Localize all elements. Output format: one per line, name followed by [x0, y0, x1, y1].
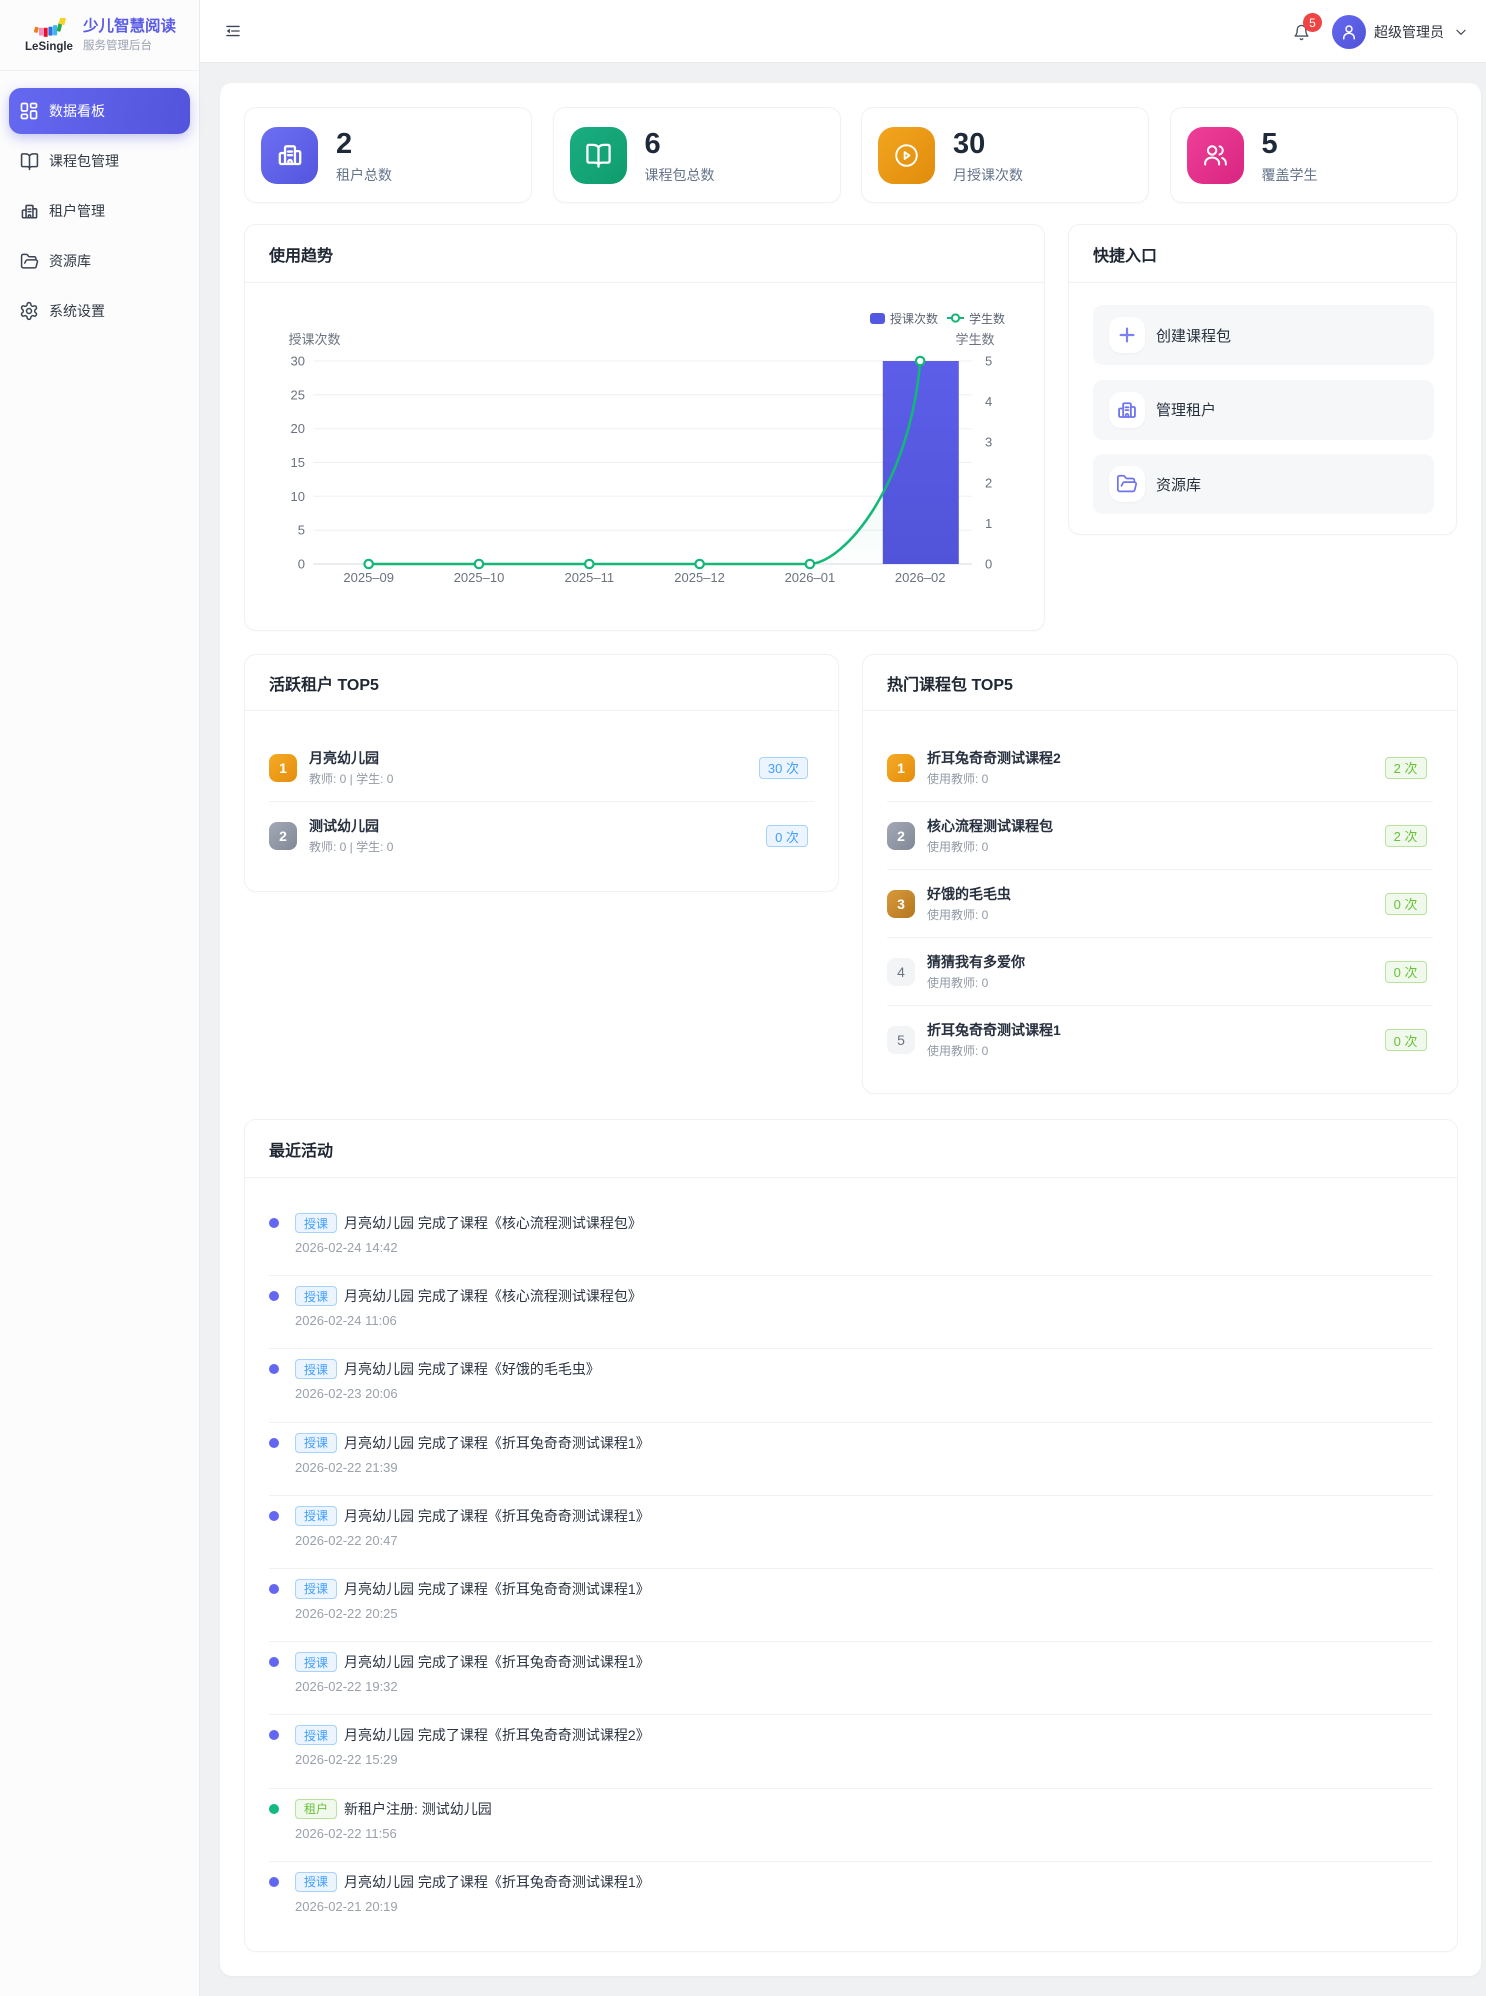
svg-text:2025–10: 2025–10 [454, 570, 505, 585]
svg-text:学生数: 学生数 [955, 332, 994, 347]
svg-text:2026–01: 2026–01 [785, 570, 836, 585]
svg-text:授课次数: 授课次数 [289, 332, 341, 347]
svg-text:2025–11: 2025–11 [564, 570, 614, 585]
svg-text:5: 5 [298, 523, 305, 538]
svg-text:1: 1 [985, 516, 992, 531]
svg-text:5: 5 [985, 354, 992, 369]
svg-text:2: 2 [985, 475, 992, 490]
svg-text:3: 3 [985, 435, 992, 450]
svg-text:4: 4 [985, 394, 992, 409]
svg-text:25: 25 [291, 387, 305, 402]
svg-text:2026–02: 2026–02 [895, 570, 946, 585]
svg-text:0: 0 [985, 557, 992, 572]
svg-text:15: 15 [291, 455, 305, 470]
svg-text:10: 10 [291, 489, 305, 504]
svg-text:20: 20 [291, 421, 305, 436]
svg-text:2025–09: 2025–09 [343, 570, 394, 585]
svg-text:2025–12: 2025–12 [674, 570, 725, 585]
svg-text:30: 30 [291, 354, 305, 369]
svg-text:0: 0 [298, 557, 305, 572]
